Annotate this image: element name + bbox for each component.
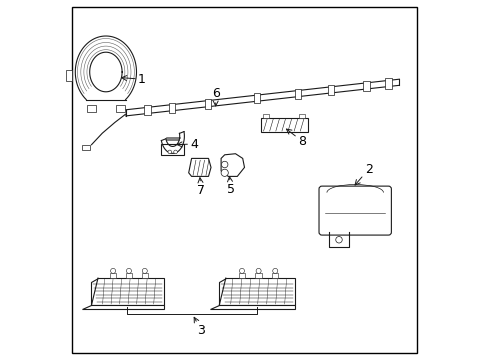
Text: 4: 4 [177,138,198,150]
Bar [385,78,391,89]
Bar [263,114,268,118]
Bar [87,105,96,112]
Text: 6: 6 [211,87,219,106]
Circle shape [239,269,244,274]
Circle shape [221,169,228,176]
Bar [169,103,175,113]
Text: 1: 1 [122,73,145,86]
Text: 7: 7 [197,178,205,197]
Polygon shape [221,154,244,176]
Circle shape [335,237,342,243]
Text: 8: 8 [286,129,305,148]
Bar [116,105,124,112]
Text: 2: 2 [354,163,372,185]
Circle shape [272,269,277,274]
Circle shape [126,269,131,274]
Polygon shape [219,278,294,305]
Bar [82,145,90,150]
Text: 3: 3 [194,317,205,337]
Circle shape [142,269,147,274]
Polygon shape [210,305,294,310]
Circle shape [110,269,115,274]
Bar [144,105,150,116]
Polygon shape [82,305,163,310]
Bar [141,274,148,278]
Text: 5: 5 [226,177,234,195]
Polygon shape [91,278,163,305]
Bar [294,89,301,99]
FancyBboxPatch shape [318,186,390,235]
Bar [110,274,116,278]
Polygon shape [188,158,211,176]
Circle shape [173,150,177,154]
Bar [299,114,305,118]
Bar [204,99,211,109]
Bar [125,274,132,278]
Polygon shape [89,52,122,92]
Bar [161,144,184,155]
Circle shape [221,161,227,168]
Bar [327,85,333,95]
Polygon shape [75,36,136,100]
Circle shape [168,150,171,154]
Bar [271,274,278,278]
Bar [363,81,369,91]
Bar [253,93,260,103]
Bar [255,274,261,278]
Circle shape [256,269,261,274]
Bar [260,118,307,132]
Bar [238,274,244,278]
Bar [66,70,72,81]
